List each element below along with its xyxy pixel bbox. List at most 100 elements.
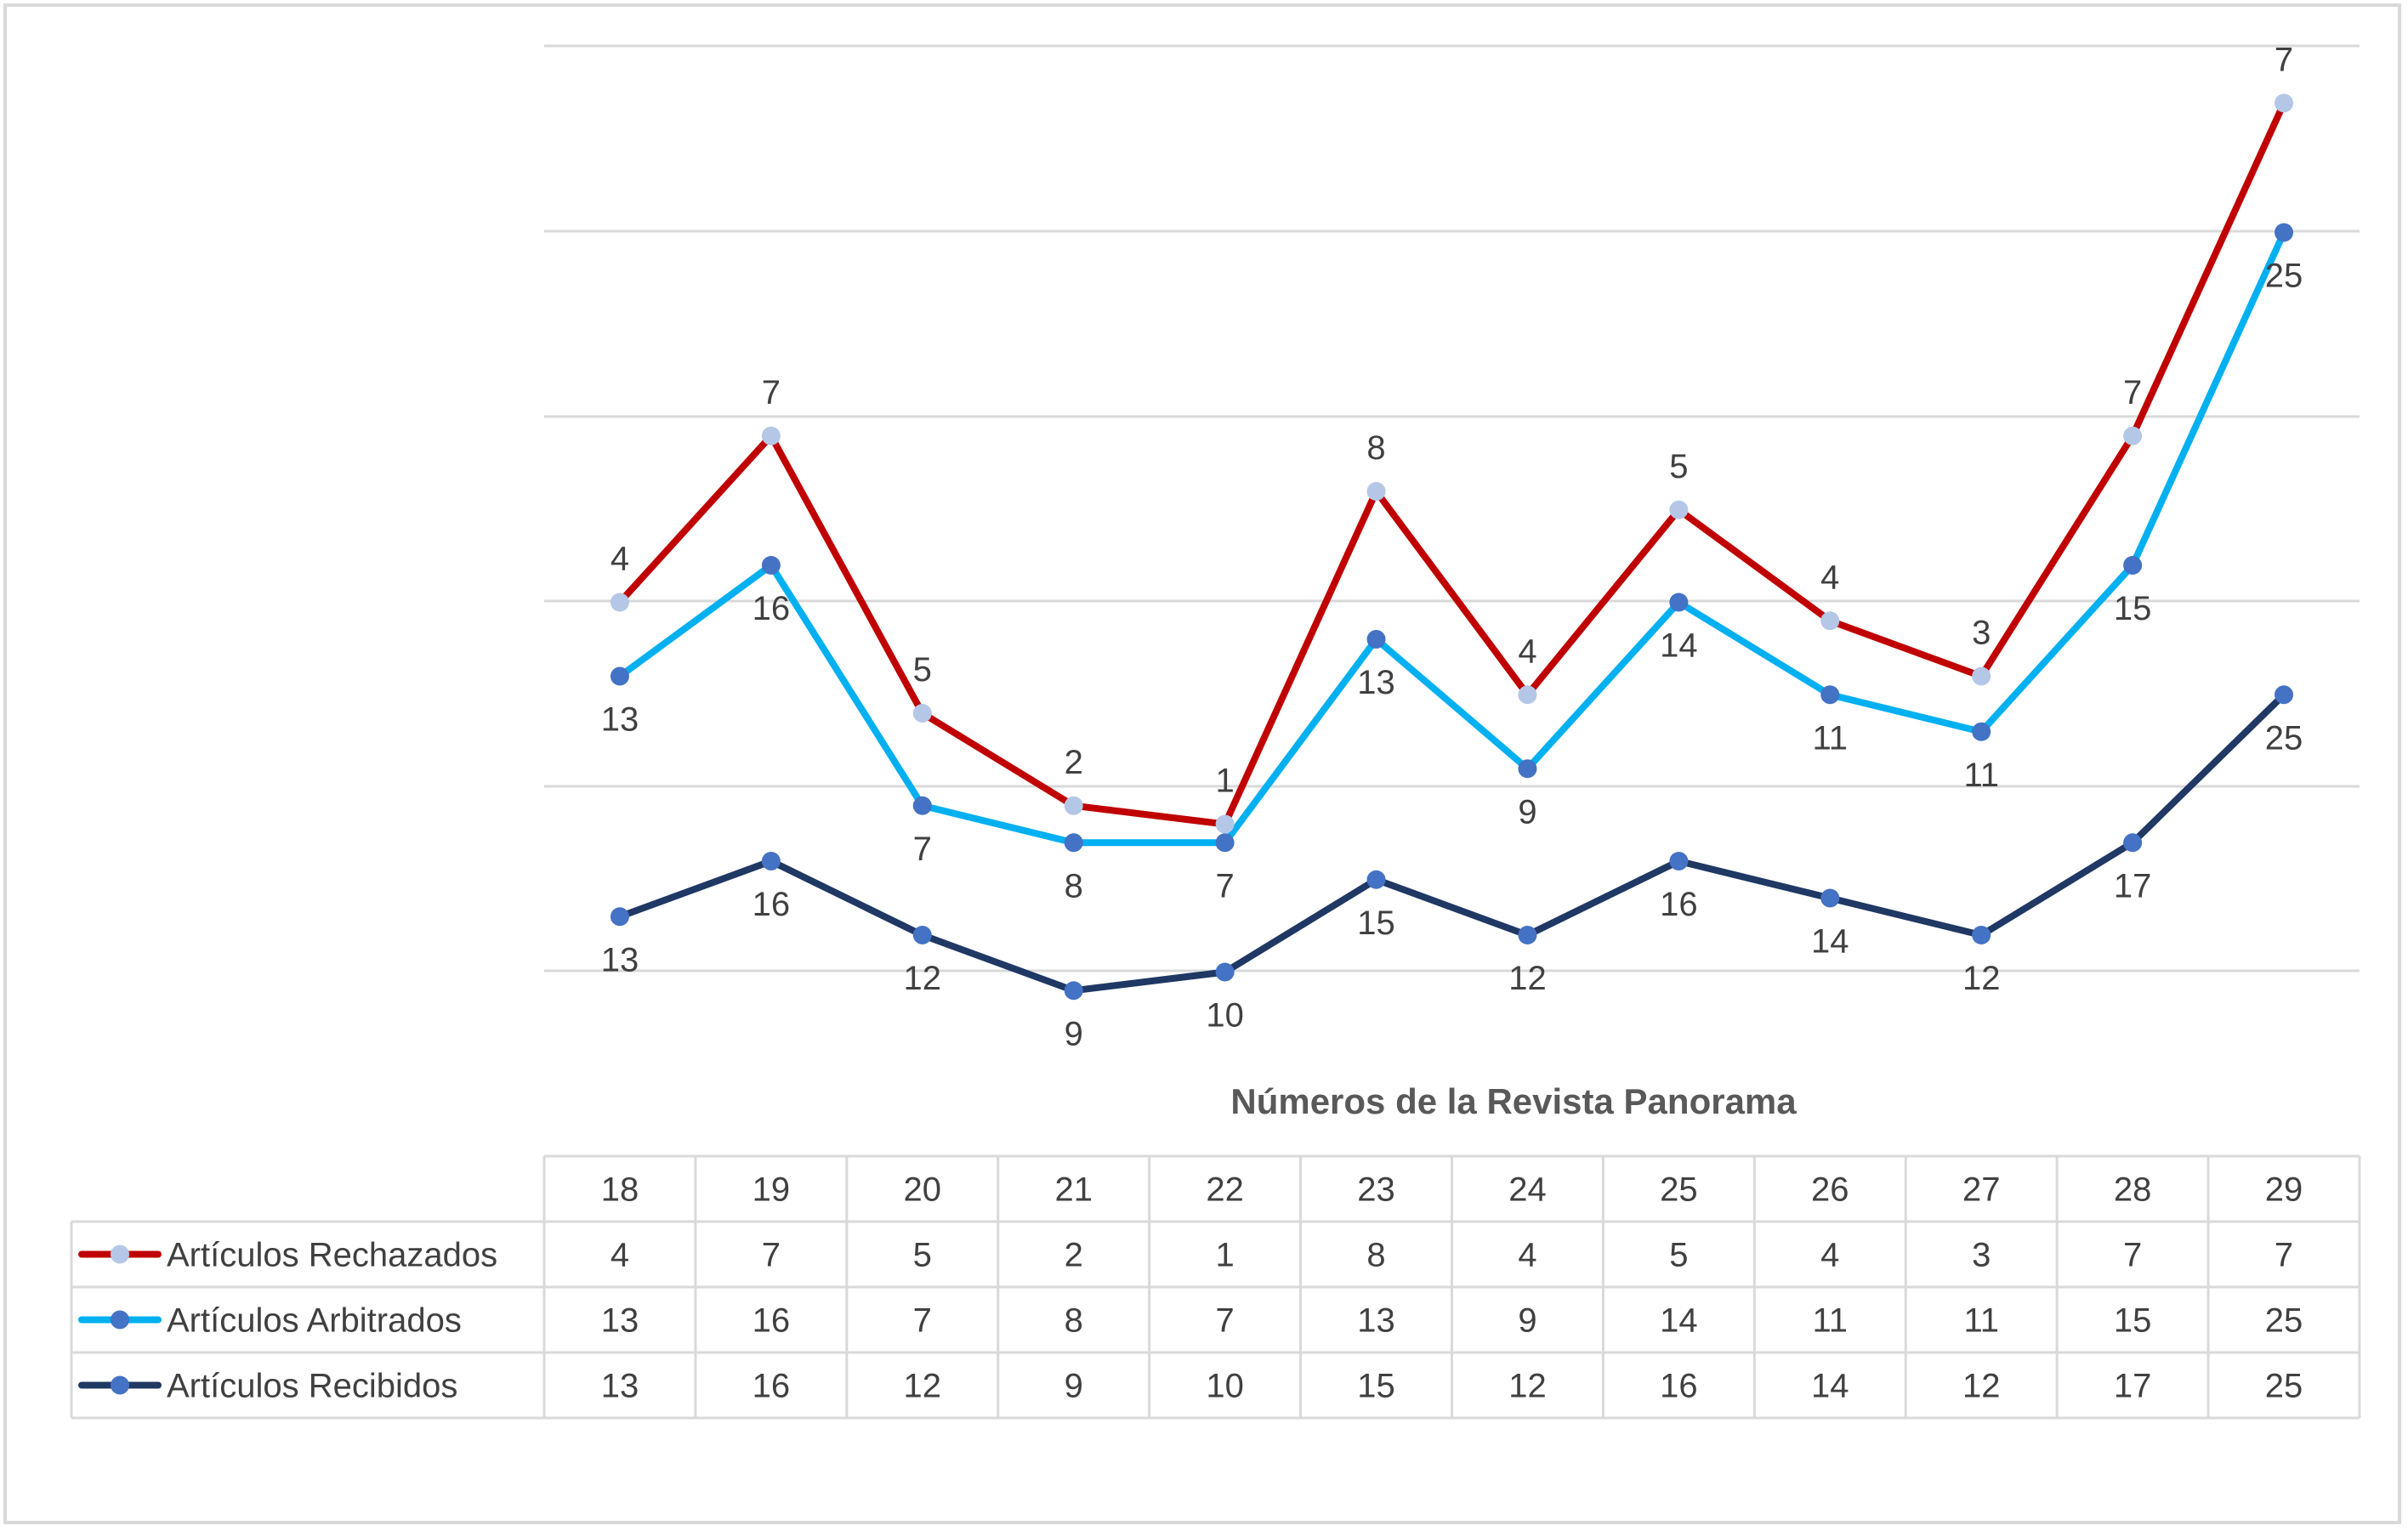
- data-point: [1820, 888, 1840, 908]
- table-cell: 17: [2114, 1368, 2152, 1405]
- legend-key-marker: [111, 1375, 129, 1395]
- table-cell: 11: [1963, 1302, 1999, 1340]
- table-cell: 4: [1518, 1237, 1536, 1274]
- data-label: 13: [601, 701, 639, 739]
- table-category-label: 22: [1206, 1171, 1244, 1209]
- table-cell: 12: [904, 1368, 942, 1405]
- data-point: [2123, 833, 2143, 853]
- data-point: [1972, 666, 1991, 686]
- table-cell: 7: [2275, 1237, 2293, 1274]
- data-point: [2123, 426, 2143, 445]
- data-point: [1669, 500, 1689, 519]
- data-point: [1972, 722, 1991, 741]
- table-category-label: 29: [2265, 1171, 2303, 1209]
- data-point: [1366, 482, 1386, 501]
- data-point: [761, 426, 781, 445]
- data-point: [1820, 685, 1840, 705]
- table-cell: 10: [1206, 1368, 1244, 1405]
- data-point: [2275, 223, 2294, 242]
- data-label: 7: [913, 831, 932, 868]
- data-label: 5: [1669, 448, 1688, 485]
- table-category-label: 18: [601, 1171, 639, 1209]
- table-cell: 4: [1820, 1237, 1839, 1274]
- data-label: 10: [1206, 997, 1244, 1035]
- data-label: 8: [1065, 867, 1083, 904]
- table-cell: 11: [1813, 1302, 1849, 1340]
- table-cell: 25: [2265, 1302, 2303, 1340]
- data-label: 15: [1357, 904, 1395, 942]
- data-label: 25: [2265, 258, 2303, 295]
- legend-label-articulos-arbitrados: Artículos Arbitrados: [167, 1302, 462, 1340]
- table-cell: 16: [752, 1368, 791, 1405]
- table-cell: 8: [1065, 1302, 1083, 1340]
- data-label: 25: [2265, 719, 2303, 757]
- data-point: [1064, 796, 1083, 815]
- data-label: 16: [1660, 886, 1698, 923]
- data-point: [610, 907, 629, 927]
- table-cell: 9: [1518, 1302, 1536, 1340]
- data-label: 12: [1962, 960, 2001, 997]
- data-point: [2275, 94, 2294, 113]
- table-cell: 12: [1508, 1368, 1547, 1405]
- table-category-label: 27: [1962, 1171, 2001, 1209]
- data-point: [1215, 814, 1235, 834]
- table-cell: 3: [1972, 1237, 1991, 1274]
- table-category-label: 20: [904, 1171, 942, 1209]
- data-point: [912, 704, 932, 723]
- data-label: 4: [1820, 559, 1839, 596]
- data-label: 16: [752, 886, 791, 923]
- table-cell: 2: [1065, 1237, 1083, 1274]
- data-label: 14: [1811, 923, 1849, 961]
- data-label: 12: [904, 960, 942, 997]
- table-cell: 7: [762, 1237, 781, 1274]
- table-cell: 14: [1811, 1368, 1849, 1405]
- data-point: [912, 926, 932, 944]
- data-point: [2275, 685, 2294, 705]
- data-point: [761, 556, 781, 575]
- data-label: 9: [1518, 793, 1536, 831]
- data-point: [912, 796, 932, 815]
- series-lines: [610, 94, 2294, 1001]
- table-cell: 15: [1357, 1368, 1395, 1405]
- data-point: [1669, 852, 1689, 870]
- data-label: 4: [611, 541, 629, 578]
- data-point: [2123, 556, 2143, 575]
- table-cell: 12: [1962, 1368, 2001, 1405]
- data-label: 7: [1216, 867, 1235, 904]
- data-label: 7: [2275, 41, 2293, 78]
- data-point: [1215, 833, 1235, 853]
- series-line-articulos-recibidos: [616, 691, 2288, 995]
- data-point: [1215, 962, 1235, 982]
- data-label: 9: [1065, 1015, 1083, 1052]
- table-cell: 7: [1216, 1302, 1235, 1340]
- data-label: 7: [2123, 374, 2142, 411]
- data-label: 11: [1963, 757, 1999, 794]
- legend-label-articulos-rechazados: Artículos Rechazados: [167, 1237, 497, 1274]
- table-category-label: 26: [1811, 1171, 1849, 1209]
- data-label: 12: [1508, 960, 1547, 997]
- data-label: 4: [1518, 632, 1536, 670]
- table-cell: 9: [1065, 1368, 1083, 1405]
- table-cell: 5: [1669, 1237, 1688, 1274]
- data-point: [1064, 981, 1083, 1001]
- data-label: 5: [913, 651, 932, 689]
- table-cell: 13: [601, 1302, 639, 1340]
- table-cell: 14: [1660, 1302, 1698, 1340]
- data-label: 14: [1660, 627, 1698, 665]
- table-category-label: 24: [1508, 1171, 1547, 1209]
- data-point: [1366, 870, 1386, 889]
- data-point: [761, 852, 781, 870]
- table-cell: 13: [1357, 1302, 1395, 1340]
- data-label: 8: [1366, 429, 1385, 467]
- legend-label-articulos-recibidos: Artículos Recibidos: [167, 1368, 457, 1405]
- data-label: 7: [762, 374, 781, 411]
- table-cell: 15: [2114, 1302, 2152, 1340]
- data-label: 2: [1065, 744, 1083, 781]
- data-label: 11: [1813, 719, 1849, 757]
- table-cell: 7: [2123, 1237, 2142, 1274]
- legend-key-marker: [111, 1245, 129, 1264]
- data-point: [1972, 926, 1991, 944]
